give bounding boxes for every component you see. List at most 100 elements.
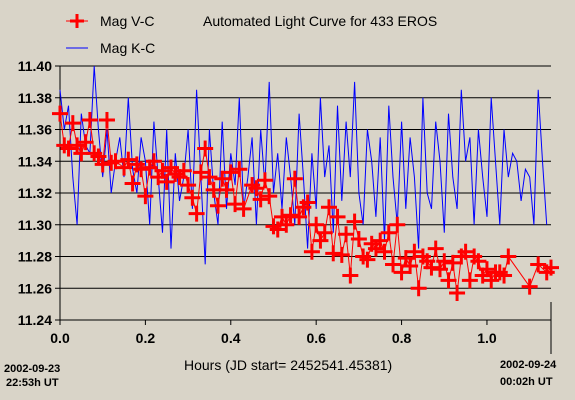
mag-v-c-point: [423, 259, 440, 276]
mag-v-c-point: [256, 172, 273, 189]
mag-v-c-point: [380, 224, 397, 241]
mag-v-c-point: [282, 207, 299, 224]
x-tick-label: 0.6: [306, 330, 326, 346]
mag-v-c-point: [209, 197, 226, 214]
mag-v-c-point: [77, 134, 94, 151]
y-tick-label: 11.34: [18, 153, 52, 169]
mag-v-c-point: [227, 196, 244, 213]
mag-v-c-point: [333, 246, 350, 263]
mag-v-c-point: [496, 267, 513, 284]
mag-v-c-point: [478, 261, 495, 278]
mag-v-c-point: [201, 169, 218, 186]
mag-v-c-point: [286, 170, 303, 187]
legend-label-mag-v-c: Mag V-C: [100, 13, 154, 29]
mag-v-c-point: [376, 243, 393, 260]
mag-v-c-point: [214, 170, 231, 187]
x-tick-label: 0.4: [221, 330, 241, 346]
legend-label-mag-k-c: Mag K-C: [100, 40, 155, 56]
mag-v-c-point: [393, 264, 410, 281]
mag-v-c-point: [154, 162, 171, 179]
mag-v-c-point: [308, 216, 325, 233]
mag-v-c-point: [320, 199, 337, 216]
mag-v-c-point: [325, 245, 342, 262]
mag-v-c-point: [342, 267, 359, 284]
mag-v-c-point: [543, 259, 559, 276]
x-axis-label: Hours (JD start= 2452541.45381): [184, 357, 392, 373]
mag-v-c-point: [406, 243, 423, 260]
mag-v-c-point: [124, 175, 141, 192]
mag-v-c-point: [107, 153, 124, 170]
mag-v-c-point: [269, 221, 286, 238]
mag-v-c-point: [389, 216, 406, 233]
start-time: 22:53h UT: [6, 377, 59, 389]
mag-v-c-point: [530, 256, 547, 273]
mag-v-c-point: [175, 162, 192, 179]
y-tick-label: 11.24: [18, 312, 52, 328]
mag-v-c-point: [60, 140, 77, 157]
mag-v-c-point: [278, 216, 295, 233]
x-tick-label: 0.8: [392, 330, 412, 346]
mag-v-c-point: [385, 256, 402, 273]
mag-v-c-point: [449, 285, 466, 302]
mag-v-c-point: [303, 243, 320, 260]
legend-marker-mag-v-c: [66, 14, 88, 28]
mag-v-c-point: [500, 248, 517, 265]
mag-v-c-point: [261, 188, 278, 205]
mag-v-c-point: [52, 105, 68, 122]
mag-v-c-point: [145, 153, 162, 170]
mag-v-c-point: [402, 258, 419, 275]
mag-v-c-point: [461, 272, 478, 289]
mag-v-c-point: [98, 111, 115, 128]
mag-v-c-point: [457, 243, 474, 260]
end-time: 00:02h UT: [500, 376, 553, 388]
y-tick-label: 11.32: [18, 185, 52, 201]
mag-v-c-point: [291, 208, 308, 225]
y-tick-label: 11.40: [18, 58, 52, 74]
legend: Mag V-C Mag K-C: [66, 13, 155, 56]
y-tick-label: 11.28: [18, 249, 52, 265]
mag-k-c-line: [59, 65, 548, 265]
y-tick-label: 11.26: [18, 280, 52, 296]
mag-v-c-point: [444, 254, 461, 271]
mag-v-c-point: [470, 253, 487, 270]
mag-v-c-point: [235, 200, 252, 217]
mag-v-c-point: [372, 232, 389, 249]
mag-v-c-point: [521, 278, 538, 295]
mag-v-c-point: [64, 115, 81, 132]
y-tick-labels: 11.24 11.26 11.28 11.30 11.32 11.34 11.36 11.38…: [18, 58, 52, 328]
mag-v-c-point: [184, 189, 201, 206]
mag-v-c-point: [231, 161, 248, 178]
mag-v-c-point: [316, 224, 333, 241]
mag-v-c-point: [338, 226, 355, 243]
chart-title: Automated Light Curve for 433 EROS: [203, 13, 437, 29]
mag-v-c-point: [436, 253, 453, 270]
mag-v-c-point: [359, 251, 376, 268]
mag-v-c-point: [137, 188, 154, 205]
mag-v-c-point: [218, 181, 235, 198]
mag-v-c-point: [120, 151, 137, 168]
mag-v-c-point: [299, 194, 316, 211]
mag-v-c-point: [81, 111, 98, 128]
y-tick-label: 11.36: [18, 122, 52, 138]
mag-v-c-point: [222, 164, 239, 181]
series-mag-v-c: [52, 105, 559, 302]
grid-lines: [60, 65, 551, 289]
mag-v-c-point: [197, 140, 214, 157]
mag-v-c-point: [350, 231, 367, 248]
y-tick-label: 11.30: [18, 217, 52, 233]
mag-v-c-point: [180, 177, 197, 194]
start-date: 2002-09-23: [4, 363, 60, 375]
mag-v-c-point: [94, 156, 111, 173]
x-tick-label: 0.2: [136, 330, 156, 346]
mag-v-c-point: [410, 280, 427, 297]
mag-v-c-point: [346, 213, 363, 230]
mag-v-c-point: [329, 208, 346, 225]
series-mag-k-c: [59, 65, 548, 265]
x-tick-labels: 0.0 0.2 0.4 0.6 0.8 1.0: [50, 330, 497, 346]
x-tick-label: 0.0: [50, 330, 70, 346]
mag-v-c-point: [158, 173, 175, 190]
mag-v-c-point: [133, 161, 150, 178]
y-tick-label: 11.38: [18, 90, 52, 106]
